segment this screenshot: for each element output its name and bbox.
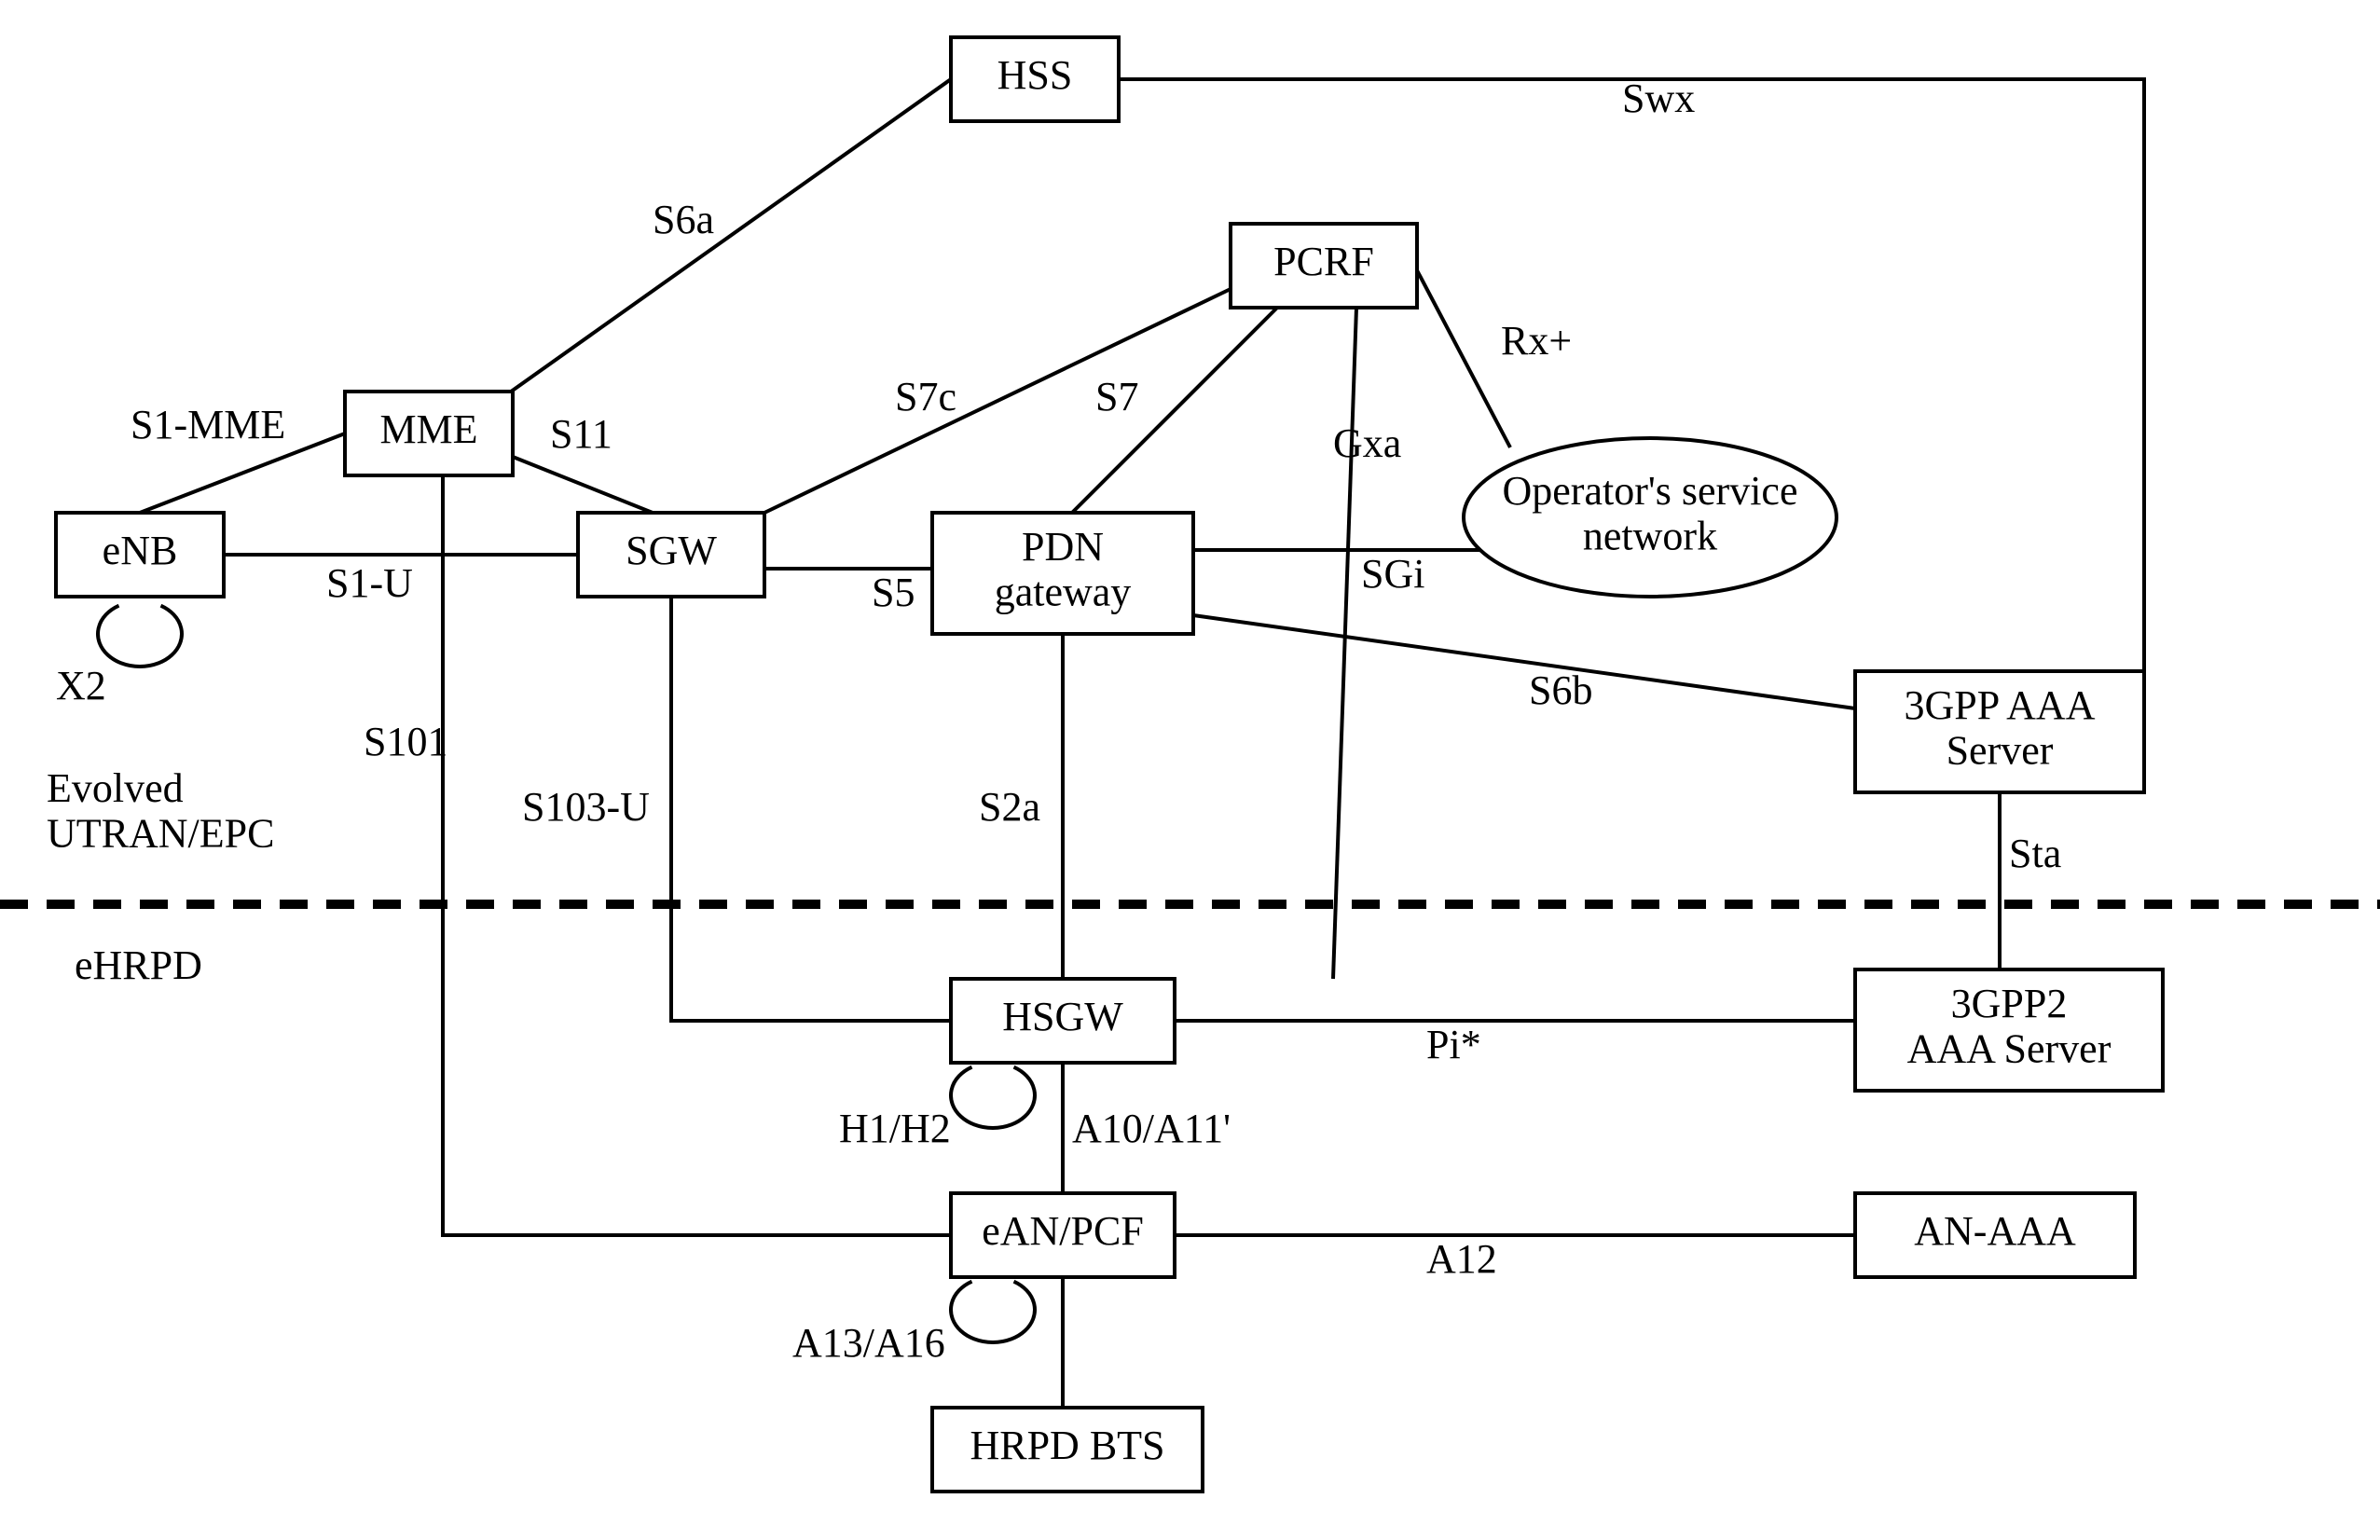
edge-S6a — [485, 79, 951, 410]
node-osn: Operator's servicenetwork — [1464, 438, 1837, 597]
node-label-aaa3gpp2: 3GPP2 — [1951, 981, 2068, 1026]
edge-label-A12: A12 — [1426, 1236, 1497, 1282]
selfloop-X2 — [98, 606, 182, 667]
svg-text:X2: X2 — [56, 663, 106, 708]
edge-label-S5: S5 — [872, 570, 915, 615]
edge-label-S2a: S2a — [979, 784, 1040, 830]
svg-text:S103-U: S103-U — [522, 784, 650, 830]
node-aaa3gpp2: 3GPP2AAA Server — [1855, 969, 2163, 1091]
svg-text:S2a: S2a — [979, 784, 1040, 830]
selfloop-label-A13/A16: A13/A16 — [792, 1320, 945, 1366]
edge-label-S6a: S6a — [653, 197, 714, 242]
node-hss: HSS — [951, 37, 1119, 121]
node-hrpdbts: HRPD BTS — [932, 1408, 1203, 1492]
node-pdn: PDNgateway — [932, 513, 1193, 634]
node-label-hrpdbts: HRPD BTS — [970, 1423, 1164, 1468]
edge-label-Sta: Sta — [2009, 831, 2061, 876]
edge-label-Pi*: Pi* — [1426, 1022, 1481, 1067]
edge-Rx+ — [1417, 270, 1510, 447]
svg-text:S1-U: S1-U — [326, 560, 413, 606]
node-label-pdn: PDN — [1022, 524, 1104, 570]
edge-S103-U — [671, 597, 951, 1021]
edge-Gxa — [1333, 308, 1356, 979]
svg-text:Pi*: Pi* — [1426, 1022, 1481, 1067]
edge-label-S103-U: S103-U — [522, 784, 650, 830]
svg-text:S7: S7 — [1095, 374, 1138, 419]
node-pcrf: PCRF — [1231, 224, 1417, 308]
svg-text:A13/A16: A13/A16 — [792, 1320, 945, 1366]
edge-label-SGi: SGi — [1361, 551, 1424, 597]
edge-label-S1-MME: S1-MME — [131, 402, 285, 447]
edge-label-S6b: S6b — [1529, 667, 1592, 713]
node-label-hsgw: HSGW — [1002, 994, 1123, 1039]
region-label: eHRPD — [75, 942, 202, 988]
node-anaaa: AN-AAA — [1855, 1193, 2135, 1277]
node-label-aaa3gpp2: AAA Server — [1907, 1025, 2112, 1071]
node-label-pdn: gateway — [995, 569, 1132, 614]
svg-text:H1/H2: H1/H2 — [839, 1106, 951, 1151]
selfloop-A13/A16 — [951, 1282, 1035, 1342]
node-label-pcrf: PCRF — [1273, 239, 1374, 284]
svg-text:Sta: Sta — [2009, 831, 2061, 876]
svg-text:Swx: Swx — [1622, 76, 1695, 121]
svg-text:SGi: SGi — [1361, 551, 1424, 597]
node-label-eanpcf: eAN/PCF — [982, 1208, 1144, 1254]
edge-label-S1-U: S1-U — [326, 560, 413, 606]
node-label-aaa3gpp: 3GPP AAA — [1905, 682, 2096, 728]
node-label-osn: Operator's service — [1502, 468, 1797, 514]
node-enb: eNB — [56, 513, 224, 597]
edge-S6b — [1193, 615, 1855, 708]
svg-text:S1-MME: S1-MME — [131, 402, 285, 447]
selfloop-label-X2: X2 — [56, 663, 106, 708]
edge-S7c — [764, 289, 1231, 513]
node-hsgw: HSGW — [951, 979, 1175, 1063]
node-aaa3gpp: 3GPP AAAServer — [1855, 671, 2144, 792]
node-eanpcf: eAN/PCF — [951, 1193, 1175, 1277]
node-label-aaa3gpp: Server — [1947, 727, 2054, 773]
svg-text:S101: S101 — [364, 719, 447, 764]
node-sgw: SGW — [578, 513, 764, 597]
edge-label-Gxa: Gxa — [1333, 420, 1401, 466]
svg-text:A12: A12 — [1426, 1236, 1497, 1282]
selfloop-H1/H2 — [951, 1067, 1035, 1128]
node-label-anaaa: AN-AAA — [1914, 1208, 2076, 1254]
region-label: Evolved — [47, 765, 184, 811]
svg-text:Gxa: Gxa — [1333, 420, 1401, 466]
edge-label-S7: S7 — [1095, 374, 1138, 419]
edge-label-Swx: Swx — [1622, 76, 1695, 121]
edge-label-Rx+: Rx+ — [1501, 318, 1572, 364]
selfloop-label-H1/H2: H1/H2 — [839, 1106, 951, 1151]
edge-label-S7c: S7c — [895, 374, 956, 419]
node-label-hss: HSS — [997, 52, 1073, 98]
svg-text:S7c: S7c — [895, 374, 956, 419]
edge-label-S11: S11 — [550, 411, 612, 457]
svg-text:S6b: S6b — [1529, 667, 1592, 713]
edge-label-S101: S101 — [364, 719, 447, 764]
node-label-enb: eNB — [103, 528, 178, 573]
svg-text:S11: S11 — [550, 411, 612, 457]
region-label: UTRAN/EPC — [47, 810, 274, 856]
node-label-osn: network — [1583, 513, 1717, 558]
edge-label-A10/A11': A10/A11' — [1072, 1106, 1231, 1151]
svg-text:S6a: S6a — [653, 197, 714, 242]
node-label-mme: MME — [379, 406, 477, 452]
svg-text:S5: S5 — [872, 570, 915, 615]
svg-text:Rx+: Rx+ — [1501, 318, 1572, 364]
node-label-sgw: SGW — [626, 528, 717, 573]
network-diagram: HSS PCRF MME eNB SGW PDNgateway Operator's ser… — [0, 0, 2380, 1540]
svg-text:A10/A11': A10/A11' — [1072, 1106, 1231, 1151]
node-mme: MME — [345, 392, 513, 475]
edge-S11 — [513, 457, 653, 513]
